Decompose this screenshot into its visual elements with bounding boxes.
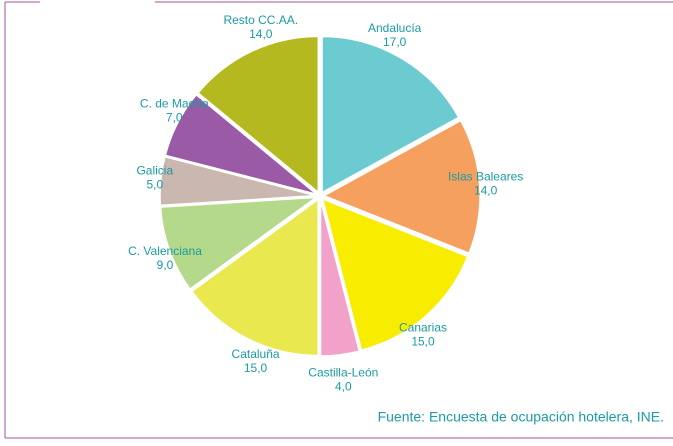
slice-value: 5,0 [146,178,163,192]
slice-label: Andalucía [368,21,422,35]
slice-value: 14,0 [249,27,273,41]
slice-value: 7,0 [166,111,183,125]
pie-slice [197,35,320,194]
pie-slice [164,93,317,195]
pie-slice [159,155,317,207]
slice-label: Galicia [136,164,173,178]
slice-label: Islas Baleares [448,169,523,183]
slice-value: 9,0 [157,258,174,272]
pie-slice [321,197,469,352]
source-note: Fuente: Encuesta de ocupación hotelera, … [378,409,664,425]
slice-label: Canarias [399,321,447,335]
pie-slice [322,119,481,255]
slice-value: 15,0 [244,361,268,375]
slice-value: 17,0 [383,35,407,49]
slice-value: 4,0 [335,380,352,394]
slice-value: 15,0 [411,335,435,349]
slice-value: 14,0 [474,183,498,197]
slice-label: Resto CC.AA. [223,13,298,27]
pie-slice [321,35,460,194]
slice-label: Castilla-León [308,366,378,380]
pie-slice [190,198,319,357]
slice-label: Cataluña [232,347,280,361]
slice-label: C. de Madrid [140,97,209,111]
pie-slice [319,199,361,357]
pie-slice [159,196,319,291]
slice-label: C. Valenciana [128,244,202,258]
